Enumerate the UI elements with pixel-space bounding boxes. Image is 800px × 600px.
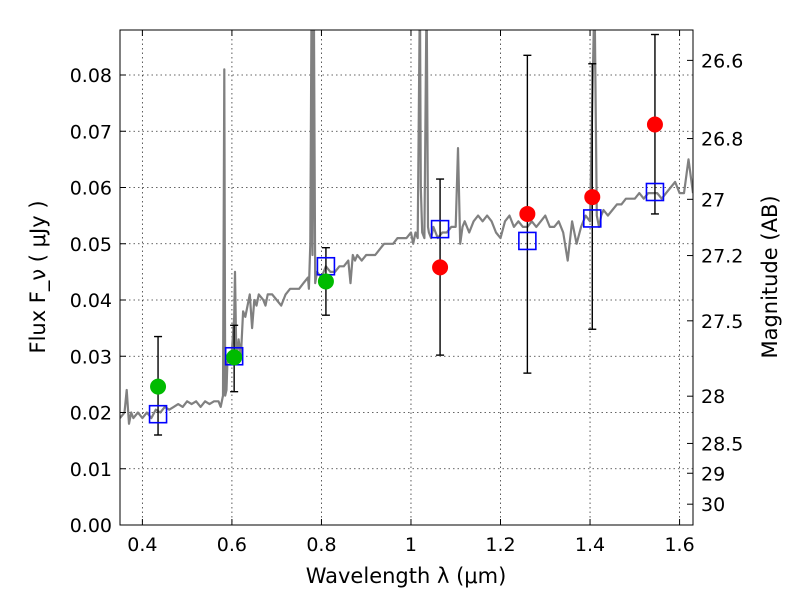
grid-lines	[120, 30, 693, 526]
photometry-point	[646, 116, 663, 133]
spectrum-layer	[120, 30, 693, 425]
x-tick-label: 1.2	[485, 534, 515, 556]
markers-layer	[148, 116, 665, 424]
magnitude-tick-label: 27.2	[701, 246, 743, 268]
magnitude-tick-label: 28.5	[701, 433, 743, 455]
magnitude-tick-label: 26.8	[701, 129, 743, 151]
error-bars-layer	[154, 33, 659, 436]
magnitude-tick-label: 26.6	[701, 50, 743, 72]
y-tick-label: 0.00	[70, 515, 112, 537]
spectrum-line	[120, 30, 693, 425]
photometry-point	[317, 273, 334, 290]
y-tick-label: 0.04	[70, 290, 112, 312]
x-tick-label: 0.8	[306, 534, 336, 556]
plot-frame	[119, 29, 694, 526]
magnitude-tick-label: 27	[701, 189, 725, 211]
y-axis-right: 26.6 26.8 27 27.2 27.5 28 28.5 29 30	[687, 50, 743, 516]
photometry-point	[432, 259, 449, 276]
y-tick-label: 0.08	[70, 65, 112, 87]
x-tick-label: 0.6	[217, 534, 247, 556]
x-tick-label: 1.4	[575, 534, 605, 556]
y-axis-left: 0.00 0.01 0.02 0.03 0.04 0.05 0.06 0.07 0.08	[70, 65, 126, 537]
photometry-point	[226, 349, 243, 366]
y-tick-label: 0.07	[70, 121, 112, 143]
y-tick-label: 0.02	[70, 403, 112, 425]
x-axis-label: Wavelength λ (μm)	[306, 564, 507, 588]
model-photometry-square	[582, 209, 602, 228]
y-tick-label: 0.03	[70, 346, 112, 368]
magnitude-tick-label: 27.5	[701, 311, 743, 333]
x-tick-label: 0.4	[127, 534, 157, 556]
photometry-point	[584, 189, 601, 206]
x-axis: 0.4 0.6 0.8 1 1.2 1.4 1.6	[127, 30, 695, 556]
photometry-point	[150, 378, 167, 395]
y-tick-label: 0.05	[70, 234, 112, 256]
x-tick-label: 1.6	[664, 534, 694, 556]
y-tick-label: 0.01	[70, 459, 112, 481]
model-photometry-square	[518, 231, 537, 251]
magnitude-tick-label: 29	[701, 463, 725, 485]
magnitude-tick-label: 30	[701, 494, 725, 516]
model-photometry-square	[430, 219, 450, 239]
model-photometry-square	[645, 182, 665, 202]
model-photometry-square	[148, 404, 168, 424]
magnitude-tick-label: 28	[701, 386, 725, 408]
photometry-point	[519, 205, 536, 222]
x-tick-label: 1	[405, 534, 417, 556]
y-axis-label: Flux F_ν ( μJy )	[26, 200, 51, 353]
y-tick-label: 0.06	[70, 178, 112, 200]
y-axis-right-label: Magnitude (AB)	[758, 195, 782, 358]
